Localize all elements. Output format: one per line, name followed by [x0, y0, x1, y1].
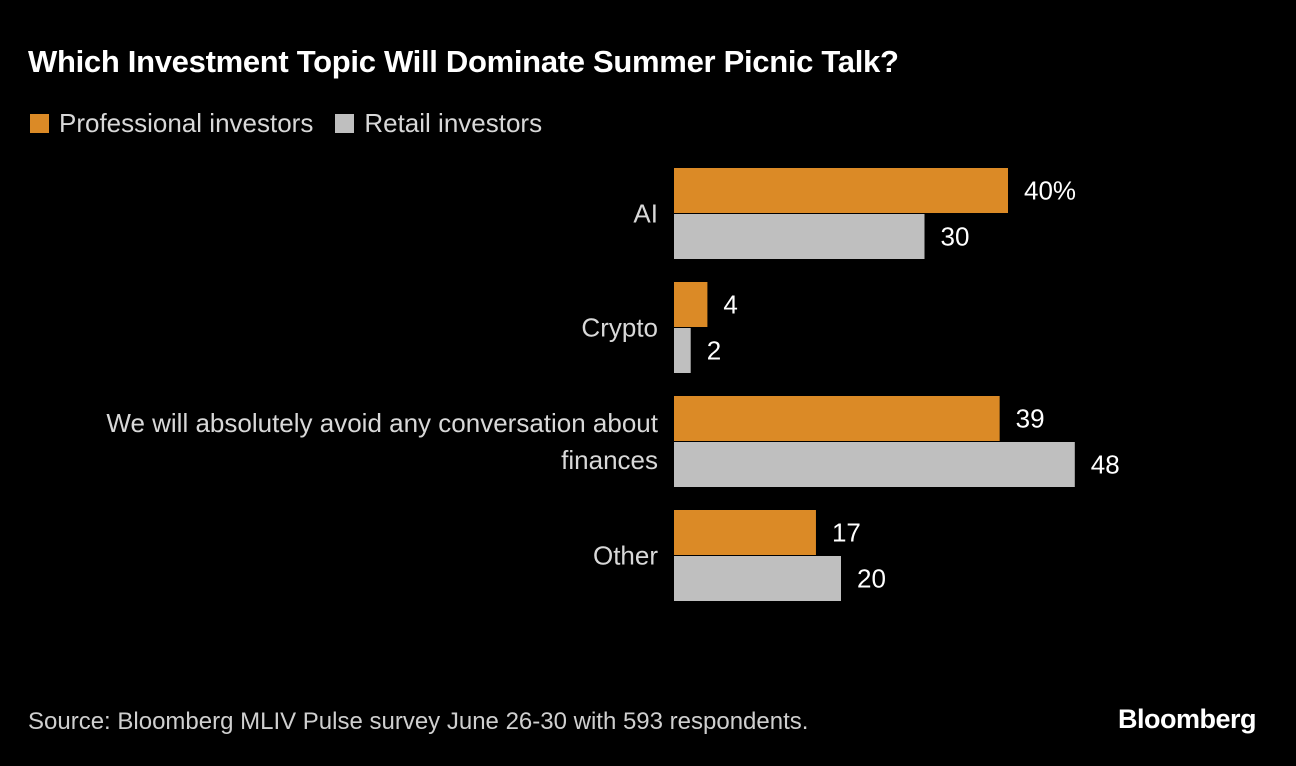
- legend-label-retail: Retail investors: [364, 108, 543, 138]
- category-label: Crypto: [581, 313, 658, 343]
- data-label: 30: [941, 222, 970, 252]
- legend-item-professional: Professional investors: [30, 108, 313, 139]
- data-label: 39: [1016, 404, 1045, 434]
- category-label: AI: [633, 199, 658, 229]
- data-label: 17: [832, 518, 861, 548]
- bar-retail: [674, 214, 925, 259]
- data-label: 48: [1091, 450, 1120, 480]
- category-label: We will absolutely avoid any conversatio…: [106, 408, 658, 438]
- bar-professional: [674, 396, 1000, 441]
- legend: Professional investors Retail investors: [30, 108, 564, 139]
- data-label: 20: [857, 564, 886, 594]
- bar-professional: [674, 282, 708, 327]
- legend-swatch-retail: [335, 114, 355, 133]
- data-label: 4: [723, 290, 737, 320]
- category-label: Other: [593, 541, 658, 571]
- bar-retail: [674, 442, 1075, 487]
- chart-title: Which Investment Topic Will Dominate Sum…: [28, 44, 899, 79]
- legend-label-professional: Professional investors: [59, 108, 314, 138]
- legend-swatch-professional: [30, 114, 49, 133]
- bloomberg-logo: Bloomberg: [1117, 704, 1257, 734]
- legend-item-retail: Retail investors: [335, 108, 542, 139]
- category-label: finances: [561, 445, 658, 475]
- bar-professional: [674, 510, 816, 555]
- bar-professional: [674, 168, 1008, 213]
- bar-retail: [674, 556, 841, 601]
- data-label: 40%: [1024, 176, 1076, 206]
- bar-retail: [674, 328, 691, 373]
- source-note: Source: Bloomberg MLIV Pulse survey June…: [28, 708, 809, 735]
- data-label: 2: [707, 336, 721, 366]
